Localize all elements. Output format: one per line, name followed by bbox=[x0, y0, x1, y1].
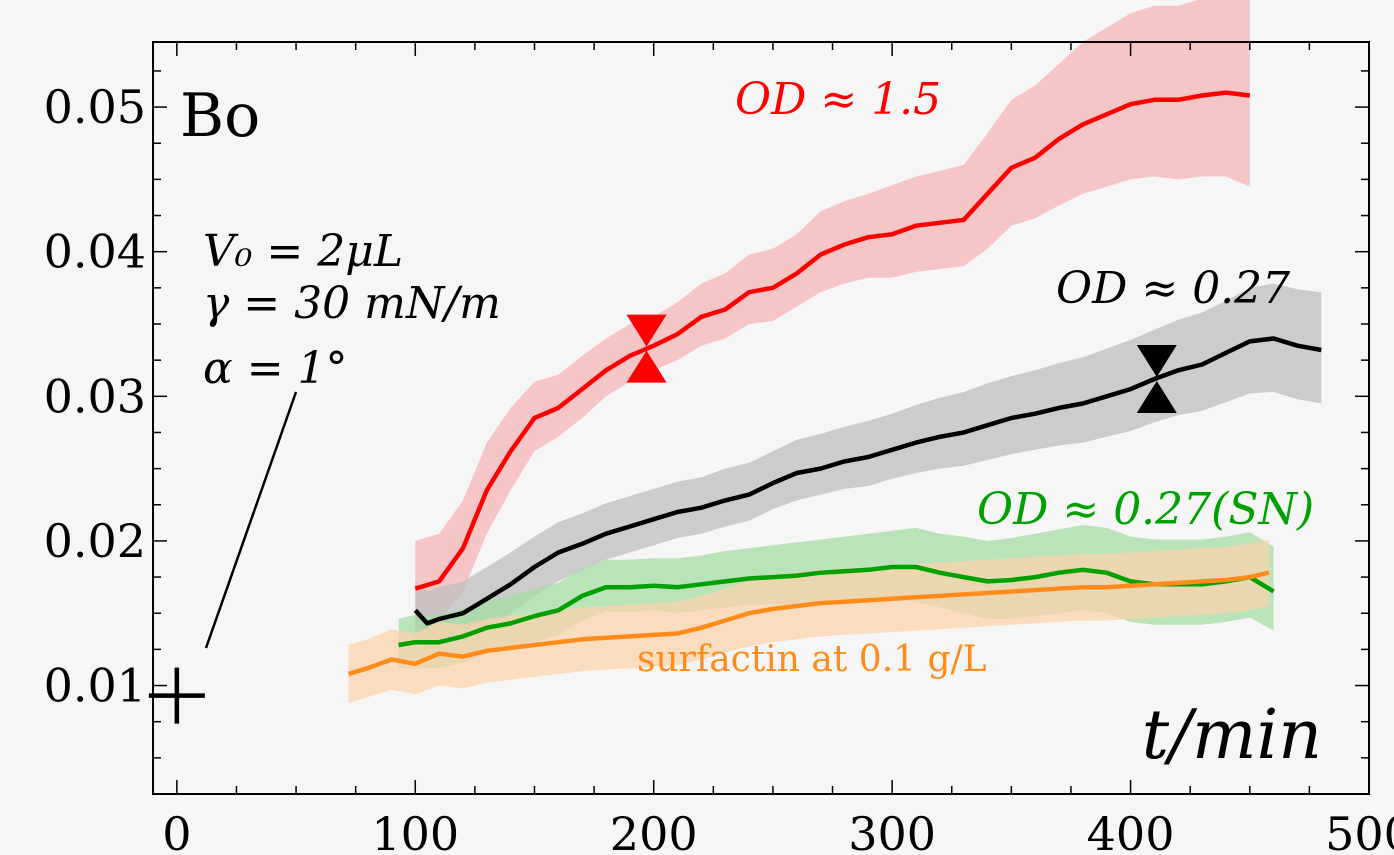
marker-down-triangle-0 bbox=[626, 314, 667, 347]
x-tick-label: 100 bbox=[371, 807, 459, 855]
y-tick-label: 0.05 bbox=[44, 80, 146, 134]
series-label-od-0-27-sn: OD ≈ 0.27(SN) bbox=[977, 484, 1314, 535]
x-tick-label: 0 bbox=[162, 807, 191, 855]
param-volume: V₀ = 2μL bbox=[203, 226, 403, 277]
line-od-0-27 bbox=[413, 336, 1322, 626]
series-label-od-0-27: OD ≈ 0.27 bbox=[1056, 263, 1290, 314]
y-tick-label: 0.01 bbox=[44, 659, 146, 713]
line-od-0-27-sn bbox=[398, 564, 1275, 648]
line-od-1-5 bbox=[414, 90, 1251, 591]
param-angle: α = 1° bbox=[203, 343, 348, 394]
tick-labels: 0 100 200 300 400 500 0.01 0.02 0.03 0.04 0.05 bbox=[44, 80, 1394, 855]
y-tick-label: 0.02 bbox=[44, 514, 146, 568]
confidence-bands bbox=[348, 0, 1322, 703]
band-surfactin-at-0-1-g-l bbox=[348, 539, 1269, 703]
band-od-1-5 bbox=[415, 0, 1250, 635]
x-tick-label: 200 bbox=[610, 807, 698, 855]
x-tick-label: 400 bbox=[1087, 807, 1175, 855]
y-axis-label: Bo bbox=[180, 81, 260, 151]
marker-up-triangle-0 bbox=[626, 350, 667, 383]
marker-up-triangle-1 bbox=[1136, 380, 1177, 413]
band-od-0-27 bbox=[415, 283, 1322, 650]
annotation-pointer-line bbox=[204, 391, 298, 649]
series-label-od-1-5: OD ≈ 1.5 bbox=[735, 74, 941, 125]
x-tick-label: 500 bbox=[1325, 807, 1394, 855]
x-tick-label: 300 bbox=[848, 807, 936, 855]
line-surfactin-at-0-1-g-l bbox=[347, 570, 1270, 677]
markers bbox=[626, 314, 1177, 413]
reference-plus-marker bbox=[148, 667, 205, 724]
series-label-surfactin: surfactin at 0.1 g/L bbox=[637, 639, 987, 680]
param-surface-tension: γ = 30 mN/m bbox=[203, 278, 501, 329]
axis-ticks bbox=[153, 42, 1370, 794]
plot-frame bbox=[152, 41, 1370, 795]
x-axis-label: t/min bbox=[1142, 696, 1322, 775]
marker-down-triangle-1 bbox=[1136, 344, 1177, 377]
series-lines bbox=[347, 90, 1322, 677]
y-tick-label: 0.03 bbox=[44, 369, 146, 423]
y-tick-label: 0.04 bbox=[44, 225, 146, 279]
